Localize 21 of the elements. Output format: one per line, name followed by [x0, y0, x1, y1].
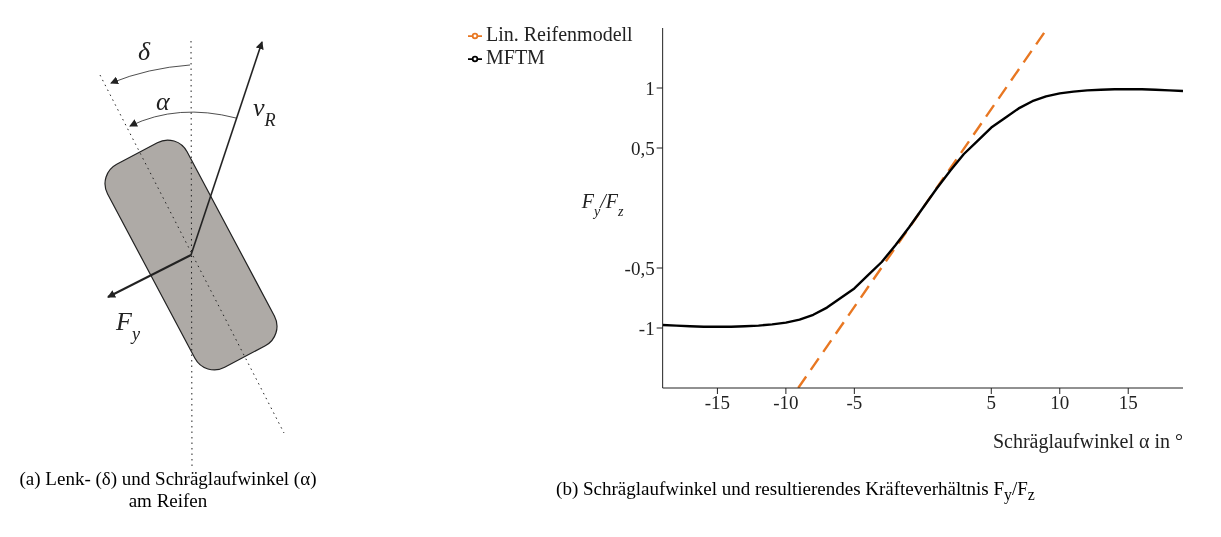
line-series: [662, 88, 1183, 328]
x-tick-label: -10: [773, 392, 799, 414]
x-tick-label: 10: [1050, 392, 1070, 414]
text: (b) Schräglaufwinkel und resultierendes Kräfteverhältnis F$_{y}$/F$_{z}$: [555, 478, 1036, 504]
y-axis-title: F$_{y}$/F$_{z}$: [580, 190, 625, 219]
text: δ: [138, 37, 151, 66]
text: F$_{y}$: [115, 307, 141, 344]
x-axis-title: Schräglaufwinkel α in °: [992, 430, 1183, 453]
y-tick-label: -1: [638, 317, 655, 339]
text: α: [156, 87, 171, 116]
text: v$_{R}$: [253, 93, 276, 130]
x-tick-label: -5: [846, 392, 863, 414]
text: (a) Lenk- (δ) und Schräglaufwinkel (α) am Reifen: [18, 468, 318, 512]
legend-label: Lin. Reifenmodell: [486, 23, 633, 45]
y-tick-label: 1: [645, 77, 655, 99]
x-tick-label: 15: [1118, 392, 1138, 414]
legend-label: MFTM: [486, 46, 545, 68]
x-tick-label: -15: [704, 392, 731, 414]
x-tick-label: 5: [986, 392, 997, 414]
y-tick-label: -0,5: [624, 257, 655, 279]
y-tick-label: 0,5: [630, 137, 655, 159]
